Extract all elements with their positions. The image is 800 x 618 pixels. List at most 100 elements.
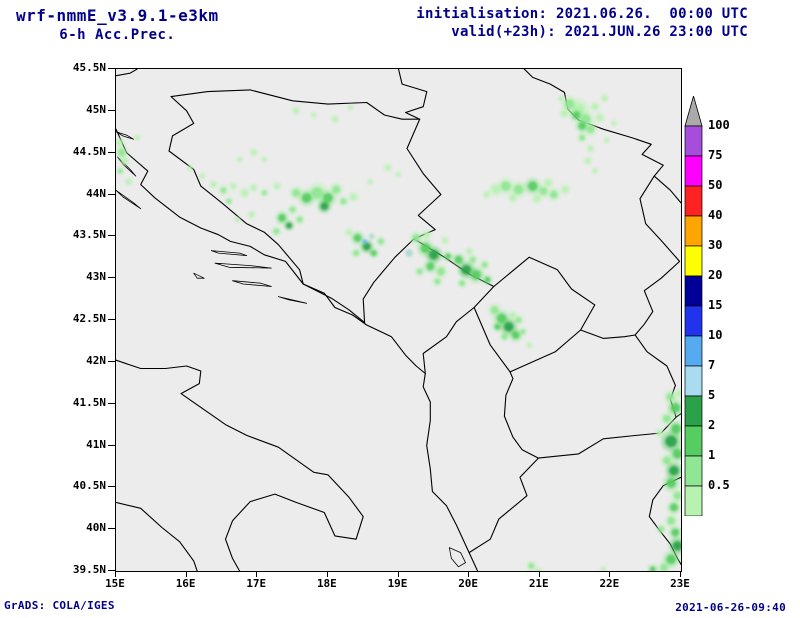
x-axis-tick: [185, 571, 187, 577]
y-axis-tick-label: 44.5N: [72, 144, 106, 158]
precip-cell: [503, 321, 514, 332]
x-axis-tick: [609, 571, 611, 577]
precip-cell: [320, 202, 329, 211]
x-axis-tick: [115, 571, 116, 577]
colorbar-level-label: 2: [708, 418, 716, 432]
precip-cell: [591, 103, 598, 110]
precip-cell: [662, 456, 671, 465]
y-axis-tick: [108, 570, 115, 571]
x-axis-tick-label: 17E: [246, 577, 267, 590]
precip-cell: [533, 195, 540, 202]
precip-cell: [289, 206, 296, 213]
precip-cell: [513, 184, 524, 195]
precip-cell: [362, 239, 367, 244]
country-borders: [116, 69, 681, 571]
y-axis-tick-label: 45.5N: [72, 61, 106, 74]
precip-cell: [671, 528, 680, 537]
y-axis-tick: [108, 528, 115, 530]
precip-cell: [412, 234, 421, 243]
y-axis-tick-label: 39.5N: [72, 563, 106, 576]
precip-cell: [601, 567, 606, 571]
x-axis-tick: [326, 571, 328, 577]
colorbar-level-label: 15: [708, 298, 723, 312]
y-axis-tick: [108, 193, 115, 195]
precip-cell: [237, 157, 242, 162]
precip-cell: [286, 222, 293, 229]
precip-cell: [442, 238, 448, 244]
x-axis-tick-label: 15E: [105, 577, 125, 590]
precip-cell: [426, 262, 435, 271]
precip-cell: [311, 113, 316, 118]
valid-time: valid(+23h): 2021.JUN.26 23:00 UTC: [451, 24, 748, 40]
precip-cell: [274, 183, 280, 189]
precip-cell: [484, 276, 491, 283]
precip-cell: [662, 414, 671, 423]
y-axis-tick-label: 44N: [86, 186, 106, 200]
model-title: wrf-nmmE_v3.9.1-e3km: [16, 6, 219, 25]
precip-cell: [671, 423, 681, 434]
precip-cell: [340, 198, 347, 205]
precip-cell: [604, 138, 609, 143]
precip-cell: [667, 516, 676, 525]
precip-cell: [220, 187, 227, 194]
x-axis-tick-label: 22E: [599, 577, 620, 590]
precip-cell: [676, 390, 681, 397]
colorbar-segment: [684, 245, 703, 277]
precip-cell: [346, 229, 352, 235]
precip-cell: [572, 111, 581, 120]
y-axis-tick: [108, 277, 115, 279]
colorbar-segment: [684, 215, 703, 247]
x-axis-tick-label: 16E: [175, 577, 196, 590]
y-axis-tick: [108, 235, 115, 237]
colorbar-segment: [684, 125, 703, 157]
precip-cell: [500, 181, 511, 192]
y-axis-tick: [108, 402, 115, 404]
precip-cell: [527, 181, 538, 192]
colorbar-level-label: 7: [708, 358, 716, 372]
precip-cell: [261, 190, 267, 196]
precip-cell: [332, 185, 341, 194]
initialisation-time: initialisation: 2021.06.26. 00:00 UTC: [416, 6, 748, 22]
colorbar-swatches: [684, 94, 703, 517]
colorbar-level-label: 30: [708, 238, 723, 252]
x-axis-tick: [397, 571, 399, 577]
precip-cell: [396, 172, 401, 177]
colorbar-segment: [684, 305, 703, 337]
precip-cell: [277, 213, 286, 222]
precip-cell: [434, 278, 441, 285]
x-axis-tick: [538, 571, 540, 577]
precip-cell: [226, 198, 232, 204]
x-axis-tick: [256, 571, 258, 577]
precip-cell: [558, 96, 563, 101]
precip-cell: [510, 312, 516, 318]
precip-cell: [296, 216, 303, 223]
precip-cell: [545, 179, 552, 186]
x-axis-tick-label: 20E: [458, 577, 479, 590]
precip-cell: [332, 116, 338, 122]
precip-cell: [672, 448, 681, 459]
precip-cell: [539, 187, 548, 196]
adriatic-islands: [116, 131, 466, 568]
y-axis-tick-label: 41N: [86, 437, 106, 451]
colorbar-overflow-arrow: [684, 94, 703, 127]
colorbar-segment: [684, 395, 703, 427]
colorbar-segment: [684, 455, 703, 487]
x-axis-tick-label: 21E: [528, 577, 549, 590]
precip-cell: [592, 169, 597, 174]
colorbar-segment: [684, 335, 703, 367]
precip-cell: [251, 185, 257, 191]
y-axis-tick-label: 42.5N: [72, 312, 106, 325]
precip-cell: [673, 491, 681, 500]
precip-cell: [669, 503, 678, 512]
precip-cell: [484, 192, 490, 197]
y-axis-tick: [108, 68, 115, 69]
precip-cell: [117, 148, 126, 157]
precip-cell: [562, 186, 569, 193]
y-axis-tick: [108, 109, 115, 111]
x-axis-tick-label: 23E: [670, 577, 690, 590]
y-axis-tick-label: 45N: [86, 102, 106, 116]
precip-cell: [370, 234, 374, 238]
precip-cell: [353, 250, 360, 257]
colorbar-segment: [684, 485, 703, 517]
precip-cell: [251, 150, 257, 156]
